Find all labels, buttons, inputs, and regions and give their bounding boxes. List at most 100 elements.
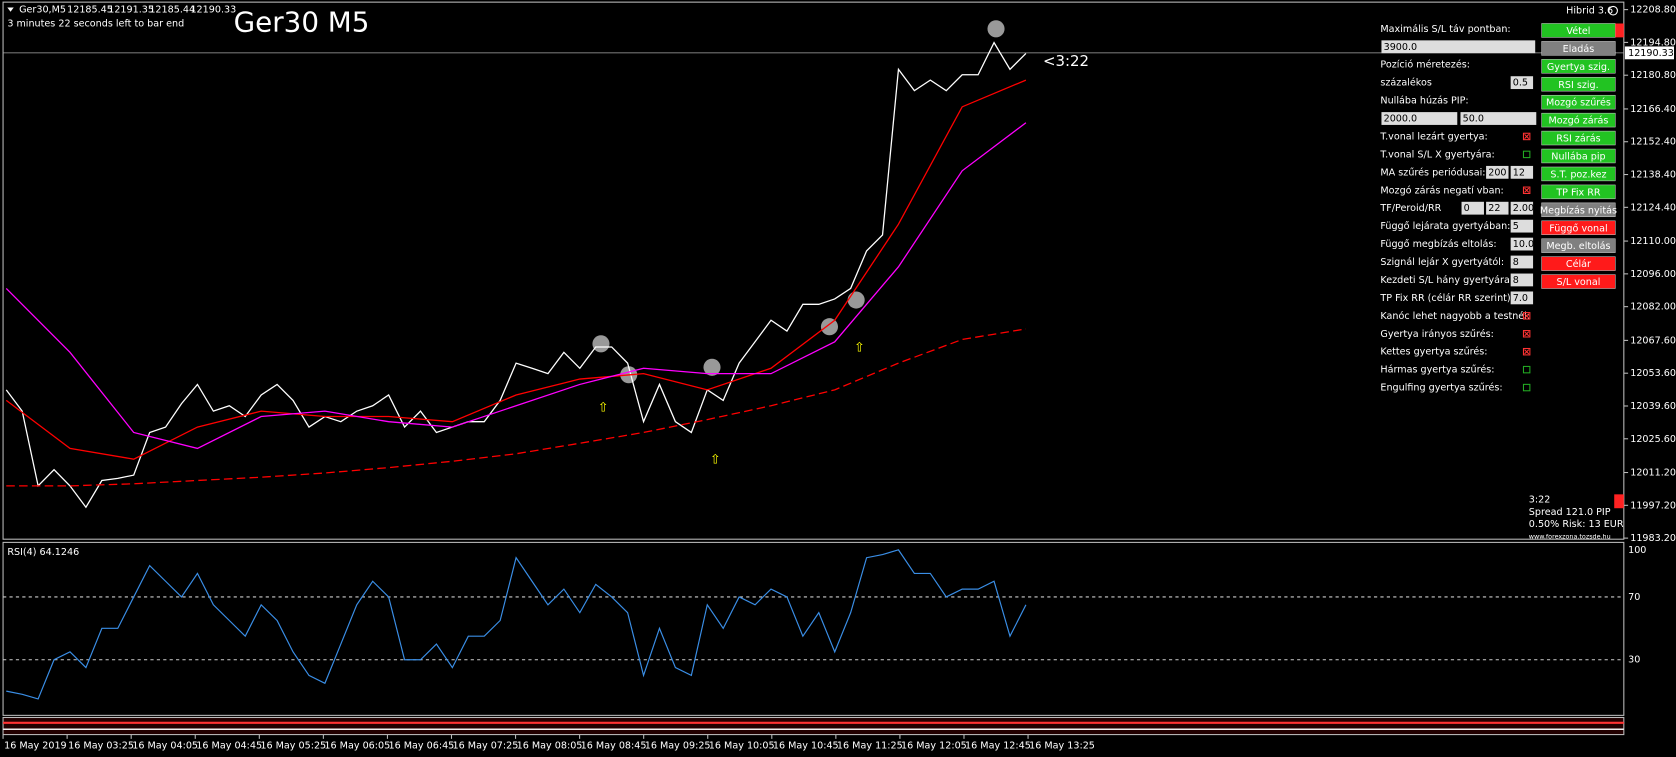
panel-label: MA szűrés periódusai: (1380, 166, 1485, 178)
y-tick-label: 11983.20 (1630, 533, 1676, 544)
panel-button[interactable]: Célár (1541, 256, 1616, 271)
panel-label: Kanóc lehet nagyobb a testnél: (1380, 310, 1530, 322)
button-label: Gyertya szig. (1547, 62, 1610, 73)
button-label: RSI zárás (1556, 133, 1600, 145)
input-value: 0.5 (1513, 78, 1528, 89)
input-box (1486, 165, 1509, 179)
panel-label: TP Fix RR (célár RR szerint): (1379, 292, 1513, 304)
button-label: RSI szig. (1558, 80, 1598, 91)
panel-button[interactable]: Gyertya szig. (1541, 59, 1616, 74)
x-tick-label: 16 May 09:25 (645, 740, 711, 751)
input-value: 8 (1513, 257, 1519, 268)
up-arrow: ⇧ (854, 341, 865, 356)
y-tick-label: 12166.40 (1630, 104, 1676, 115)
up-arrow: ⇧ (598, 400, 609, 415)
menu-arrow (7, 7, 14, 12)
panel-label: Kezdeti S/L hány gyertyára: (1380, 274, 1513, 286)
button-label: Megb. eltolás (1546, 240, 1610, 252)
signal-icon (847, 291, 865, 309)
panel-label: százalékos (1380, 77, 1431, 89)
y-tick-label: 12110.00 (1630, 236, 1676, 247)
panel-button[interactable]: Vétel (1541, 23, 1616, 38)
checkbox (1522, 383, 1531, 392)
rsi-pane (2, 541, 1625, 716)
y-tick-label: 12082.00 (1630, 302, 1676, 313)
input-value: 7.0 (1513, 293, 1528, 304)
y-tick-label: 12096.00 (1630, 269, 1676, 280)
panel-button[interactable]: Mozgó szűrés (1541, 94, 1616, 110)
button-face (1541, 202, 1616, 218)
input-value: 10.0 (1513, 239, 1534, 250)
info-line: www.forexzona.tozsde.hu (1529, 533, 1611, 541)
check-mark (1524, 349, 1530, 355)
y-tick-label: 12138.40 (1630, 170, 1676, 181)
input-box (1381, 40, 1536, 54)
y-tick-label: 12067.60 (1630, 335, 1676, 346)
y-tick-label: 12053.60 (1630, 368, 1676, 379)
signal-icon (703, 358, 721, 376)
input-box (1510, 237, 1534, 251)
input-value: 12 (1513, 167, 1525, 178)
info-line: 3:22 (1529, 495, 1551, 506)
y-tick-label: 12039.60 (1630, 401, 1676, 412)
panel-button[interactable]: S.T. poz.kez (1541, 166, 1616, 182)
smiley (1608, 5, 1618, 16)
panel-label: Gyertya irányos szűrés: (1380, 328, 1493, 340)
x-tick-label: 16 May 07:25 (453, 740, 519, 751)
panel-button[interactable]: S/L vonal (1541, 274, 1616, 289)
x-tick-label: 16 May 04:45 (196, 740, 262, 751)
input-box (1510, 201, 1534, 215)
panel-button[interactable]: Mozgó zárás (1541, 112, 1616, 128)
button-label: Célár (1566, 258, 1591, 270)
bottom-indicator (2, 716, 1625, 736)
input-box (1486, 201, 1509, 215)
button-face (1541, 184, 1616, 200)
x-tick-label: 16 May 06:45 (388, 740, 454, 751)
input-value: 200 (1488, 167, 1506, 178)
signal-icon (820, 318, 838, 336)
signal-icon (592, 335, 610, 353)
price-line (5, 79, 1027, 460)
input-box (1461, 201, 1484, 215)
y-tick-label: 12194.80 (1630, 37, 1676, 48)
button-label: Megbízás nyitás (1540, 204, 1617, 216)
x-tick-label: 16 May 2019 (4, 740, 67, 751)
button-face (1541, 130, 1616, 146)
panel-button[interactable]: RSI zárás (1541, 130, 1616, 146)
checkbox (1522, 347, 1531, 356)
button-face (1541, 112, 1616, 128)
panel-label: Nullába húzás PIP: (1380, 95, 1468, 107)
button-face (1541, 256, 1616, 271)
panel-button[interactable]: Nullába pip (1541, 148, 1616, 164)
input-box (1460, 112, 1537, 125)
button-label: Mozgó zárás (1548, 115, 1608, 127)
check-mark (1524, 313, 1530, 319)
checkbox (1522, 186, 1531, 195)
side-button[interactable] (1615, 23, 1624, 38)
panel-label: Szignál lejár X gyertyától: (1380, 256, 1504, 268)
input-box (1510, 219, 1534, 233)
x-tick-label: 16 May 12:45 (965, 740, 1031, 751)
input-box (1510, 76, 1534, 90)
info-line: Spread 121.0 PIP (1529, 507, 1611, 518)
button-face (1541, 59, 1616, 74)
checkbox (1522, 132, 1531, 141)
panel-button[interactable]: TP Fix RR (1541, 184, 1616, 200)
signals: ⇧ ⇧ ⇧ (592, 20, 1005, 468)
panel-button[interactable]: Eladás (1541, 41, 1616, 56)
rsi-title: RSI(4) 64.1246 (7, 547, 79, 558)
countdown: 3 minutes 22 seconds left to bar end (7, 18, 184, 29)
rsi-tick-label: 70 (1628, 592, 1640, 603)
panel-button[interactable]: Függő vonal (1541, 220, 1616, 235)
panel-button[interactable]: Megbízás nyitás (1540, 202, 1617, 218)
rsi-tick-label: 30 (1628, 655, 1640, 666)
panel-button[interactable]: RSI szig. (1541, 77, 1616, 92)
input-value: 2.00 (1513, 203, 1534, 214)
panel-button[interactable]: Megb. eltolás (1541, 238, 1616, 253)
symbol: Ger30,M5 (19, 5, 66, 16)
checkbox (1522, 330, 1531, 338)
side-button[interactable] (1614, 494, 1624, 509)
rsi-line (6, 549, 1027, 700)
button-face (1541, 274, 1616, 289)
